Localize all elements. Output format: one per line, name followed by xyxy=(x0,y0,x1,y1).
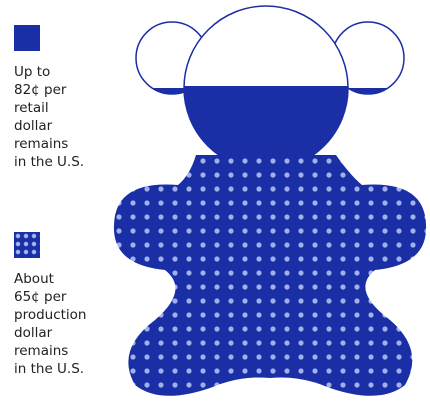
legend-item: About 65¢ per production dollar remains in th… xyxy=(14,232,114,378)
legend-line: dollar xyxy=(14,325,53,341)
legend-item: Up to 82¢ per retail dollar remains in the U.… xyxy=(14,25,114,171)
legend-line: production xyxy=(14,307,87,323)
legend-line: in the U.S. xyxy=(14,154,85,170)
legend-line: remains xyxy=(14,136,69,152)
legend-swatch xyxy=(14,25,40,51)
legend-line: remains xyxy=(14,343,69,359)
legend-line: in the U.S. xyxy=(14,361,85,377)
legend-line: Up to xyxy=(14,64,51,80)
legend-line: dollar xyxy=(14,118,53,134)
legend-line: 82¢ per xyxy=(14,82,67,98)
legend-swatch xyxy=(14,232,40,258)
legend-line: retail xyxy=(14,100,49,116)
legend-text: About 65¢ per production dollar remains in th… xyxy=(14,270,114,378)
legend-line: 65¢ per xyxy=(14,289,67,305)
head xyxy=(183,5,349,171)
legend-line: About xyxy=(14,271,54,287)
legend-text: Up to 82¢ per retail dollar remains in the U.… xyxy=(14,63,114,171)
body xyxy=(113,155,427,396)
